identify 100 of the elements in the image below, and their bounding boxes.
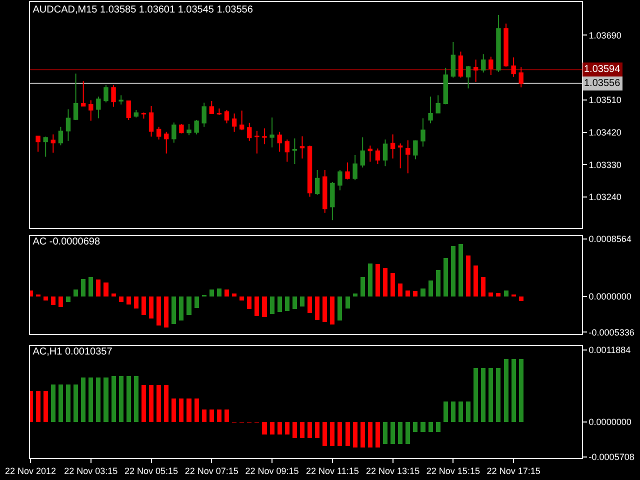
bar <box>66 384 71 422</box>
bar <box>141 384 146 422</box>
bar <box>375 422 380 448</box>
bar <box>398 422 403 444</box>
bar <box>458 401 463 422</box>
bar <box>81 278 86 296</box>
candlestick <box>436 94 440 114</box>
bar <box>518 359 524 422</box>
y-tick-label: 1.03510 <box>588 95 622 106</box>
chart-title: AC,H1 0.0010357 <box>32 346 113 358</box>
candlestick <box>172 122 176 144</box>
bar <box>202 409 206 422</box>
candlestick <box>50 134 56 154</box>
bar <box>149 384 154 422</box>
bar <box>474 368 478 422</box>
bar <box>330 422 335 446</box>
bar <box>118 296 124 302</box>
bar <box>88 378 94 422</box>
bar <box>262 296 267 318</box>
bar <box>156 296 162 326</box>
bar <box>496 368 501 422</box>
x-tick-label: 22 Nov 13:15 <box>366 466 420 476</box>
candlestick <box>375 148 380 164</box>
candlestick <box>66 108 71 142</box>
chart-title: AUDCAD,M15 1.03585 1.03601 1.03545 1.03556 <box>32 4 254 16</box>
bar <box>164 296 169 328</box>
bar <box>74 384 78 422</box>
bar <box>194 398 199 422</box>
candlestick <box>118 94 124 106</box>
candlestick <box>458 51 464 78</box>
bar <box>360 422 365 448</box>
bar <box>66 296 71 302</box>
bar <box>352 294 358 296</box>
bar <box>284 422 290 434</box>
candlestick <box>420 118 426 148</box>
bar <box>179 398 184 422</box>
bar <box>406 290 410 296</box>
candlestick <box>300 136 305 160</box>
candlestick <box>322 170 328 214</box>
bar <box>481 368 486 422</box>
bar <box>224 290 230 296</box>
candlestick <box>224 109 230 124</box>
bar <box>345 422 350 446</box>
y-tick-label: 1.03240 <box>588 192 622 202</box>
candlestick <box>338 170 342 191</box>
candlestick <box>307 145 312 198</box>
bar <box>126 296 131 304</box>
bar <box>450 401 456 422</box>
bar <box>224 409 230 422</box>
bar <box>390 422 396 444</box>
bar <box>300 296 304 306</box>
bar <box>428 280 433 296</box>
candlestick <box>247 122 252 142</box>
bar <box>262 422 267 434</box>
bar <box>96 378 101 422</box>
bar <box>345 296 350 308</box>
candlestick <box>194 120 199 135</box>
bar <box>406 422 410 444</box>
candlestick <box>443 67 448 105</box>
candlestick <box>496 14 501 72</box>
x-tick-label: 22 Nov 07:15 <box>184 466 238 476</box>
bar <box>186 398 192 422</box>
bar <box>156 384 162 422</box>
bar <box>315 296 320 320</box>
x-tick-label: 22 Nov 15:15 <box>426 466 480 476</box>
candlestick <box>413 140 418 160</box>
bar <box>149 296 154 319</box>
bar <box>504 359 508 422</box>
bar <box>232 294 237 296</box>
bar <box>104 378 108 422</box>
bar <box>368 264 372 296</box>
y-tick-label: 1.03330 <box>588 160 622 170</box>
bar <box>308 422 312 438</box>
bar <box>134 296 138 308</box>
candlestick <box>352 154 358 181</box>
bar <box>466 255 471 296</box>
bar <box>382 268 388 296</box>
bar <box>504 290 508 296</box>
bar <box>58 296 63 308</box>
bar <box>277 422 282 434</box>
bar <box>443 401 448 422</box>
bar <box>496 293 501 296</box>
bar <box>511 359 516 422</box>
candlestick <box>511 56 516 78</box>
candlestick <box>292 138 298 164</box>
bar <box>390 272 396 296</box>
bar <box>436 422 440 432</box>
candlestick <box>141 112 146 120</box>
candlestick <box>73 73 78 121</box>
bar <box>458 244 463 296</box>
x-tick-label: 22 Nov 05:15 <box>124 466 178 476</box>
candlestick <box>481 54 486 74</box>
bar <box>292 296 297 310</box>
bar <box>338 296 342 321</box>
candlestick <box>398 142 403 169</box>
candlestick <box>390 134 396 160</box>
bar <box>368 422 372 448</box>
candlestick <box>270 117 274 148</box>
bar <box>50 384 56 422</box>
bar <box>209 290 214 296</box>
